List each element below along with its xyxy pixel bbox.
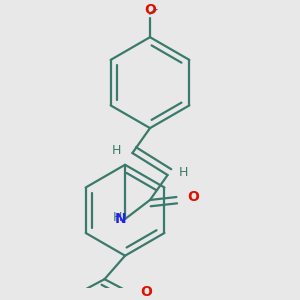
Text: H: H — [179, 166, 188, 178]
Text: H: H — [112, 144, 121, 157]
Text: N: N — [115, 212, 127, 226]
Text: O: O — [188, 190, 200, 204]
Text: O: O — [141, 285, 152, 299]
Text: H: H — [113, 211, 122, 224]
Text: O: O — [144, 3, 156, 16]
